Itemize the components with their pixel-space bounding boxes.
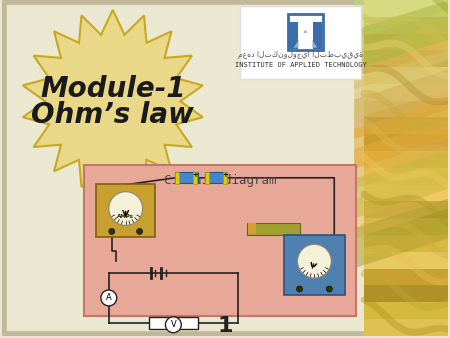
Text: Circuit diagram: Circuit diagram [164, 174, 276, 187]
Circle shape [297, 286, 302, 292]
Bar [223, 172, 227, 184]
Polygon shape [354, 70, 449, 139]
Bar [193, 172, 197, 184]
Circle shape [297, 244, 331, 278]
Bar [364, 168, 449, 187]
Bar [364, 118, 449, 136]
Text: AMPs: AMPs [117, 214, 134, 219]
Bar [364, 17, 449, 35]
Polygon shape [354, 0, 449, 40]
Bar [313, 22, 322, 49]
Circle shape [166, 317, 181, 333]
Text: 1: 1 [217, 316, 233, 336]
Polygon shape [354, 149, 449, 218]
Bar [364, 33, 449, 52]
Circle shape [326, 286, 332, 292]
Bar [364, 201, 449, 220]
Text: Module-1: Module-1 [40, 75, 185, 103]
Text: +: + [192, 172, 198, 178]
Polygon shape [354, 99, 449, 169]
Text: INSTITUTE OF APPLIED TECHNOLOGY: INSTITUTE OF APPLIED TECHNOLOGY [234, 62, 366, 68]
Polygon shape [354, 169, 449, 238]
Polygon shape [354, 119, 449, 189]
Bar [364, 50, 449, 69]
Bar [205, 172, 209, 184]
Polygon shape [354, 20, 449, 89]
Text: +: + [222, 172, 228, 178]
Bar [364, 67, 449, 86]
Text: A: A [106, 293, 112, 303]
Polygon shape [354, 0, 449, 70]
Bar [364, 302, 449, 321]
Bar [364, 0, 449, 19]
FancyBboxPatch shape [298, 33, 312, 49]
Circle shape [109, 192, 143, 225]
FancyBboxPatch shape [240, 6, 361, 79]
Bar [364, 101, 449, 119]
Circle shape [109, 228, 115, 234]
FancyBboxPatch shape [205, 172, 228, 183]
Bar [364, 319, 449, 338]
Polygon shape [354, 199, 449, 268]
Text: VOLTS: VOLTS [305, 267, 324, 272]
Bar [176, 172, 179, 184]
Bar [364, 84, 449, 103]
Bar [364, 0, 449, 336]
Bar [148, 317, 198, 329]
Circle shape [137, 228, 143, 234]
Text: معهد التكنولوجيا التطبيقية: معهد التكنولوجيا التطبيقية [238, 50, 363, 59]
Bar [364, 285, 449, 304]
Bar [248, 223, 256, 234]
FancyBboxPatch shape [248, 223, 300, 235]
FancyBboxPatch shape [96, 184, 156, 237]
Bar [364, 252, 449, 270]
Text: Ohm’s law: Ohm’s law [32, 101, 194, 129]
Bar [364, 134, 449, 153]
Bar [364, 218, 449, 237]
Bar [364, 269, 449, 287]
Bar [364, 185, 449, 203]
Bar [364, 235, 449, 254]
Bar [288, 14, 324, 50]
FancyBboxPatch shape [4, 2, 446, 334]
FancyBboxPatch shape [84, 165, 356, 316]
Text: V: V [171, 320, 176, 329]
FancyBboxPatch shape [284, 235, 345, 295]
Circle shape [101, 290, 117, 306]
Bar [364, 151, 449, 170]
FancyBboxPatch shape [175, 172, 198, 183]
Polygon shape [293, 30, 317, 48]
Polygon shape [23, 10, 203, 193]
Bar [288, 22, 297, 49]
Polygon shape [354, 50, 449, 119]
